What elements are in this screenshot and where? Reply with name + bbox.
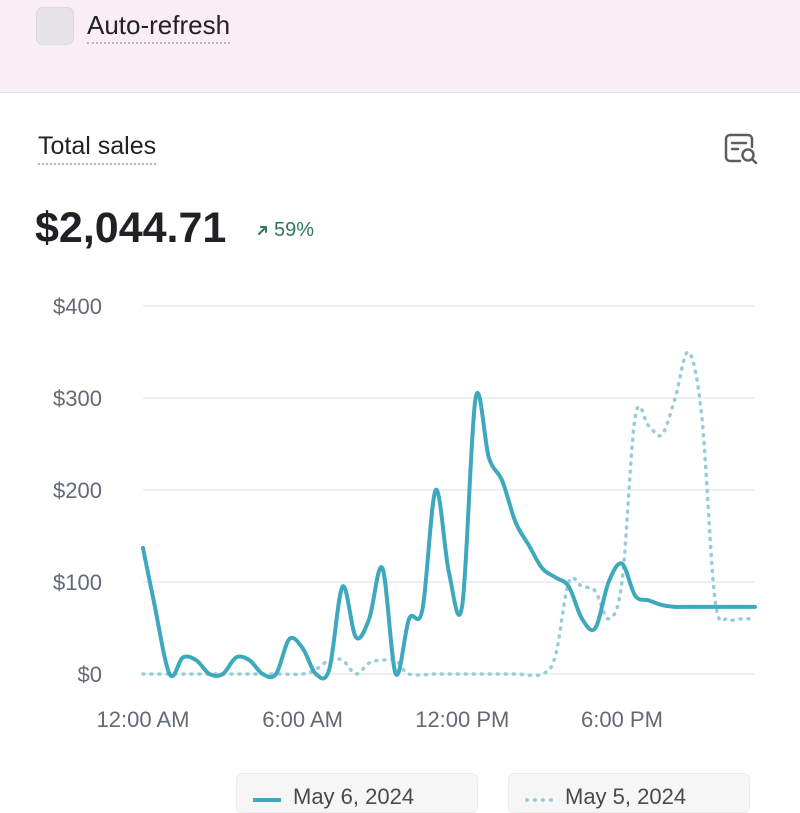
- report-search-button[interactable]: [722, 131, 762, 167]
- card-title[interactable]: Total sales: [38, 132, 157, 165]
- x-tick-label: 12:00 PM: [415, 707, 509, 732]
- series-line-may-6: [141, 391, 757, 681]
- auto-refresh-checkbox[interactable]: [36, 7, 74, 45]
- sales-delta-value: 59%: [274, 219, 315, 241]
- arrow-up-right-icon: [258, 226, 267, 235]
- x-tick-label: 12:00 AM: [97, 707, 190, 732]
- x-tick-label: 6:00 PM: [581, 707, 663, 732]
- y-tick-label: $400: [53, 294, 102, 319]
- y-tick-label: $0: [78, 662, 102, 687]
- report-search-icon: [724, 133, 758, 165]
- auto-refresh-label[interactable]: Auto-refresh: [87, 10, 231, 44]
- auto-refresh-bar: Auto-refresh: [0, 0, 800, 93]
- x-tick-label: 6:00 AM: [262, 707, 343, 732]
- y-tick-label: $100: [53, 570, 102, 595]
- y-tick-label: $300: [53, 386, 102, 411]
- series-line-may-5: [141, 350, 757, 678]
- y-tick-label: $200: [53, 478, 102, 503]
- total-sales-value: $2,044.71: [35, 204, 227, 252]
- sales-delta: 59%: [256, 218, 314, 242]
